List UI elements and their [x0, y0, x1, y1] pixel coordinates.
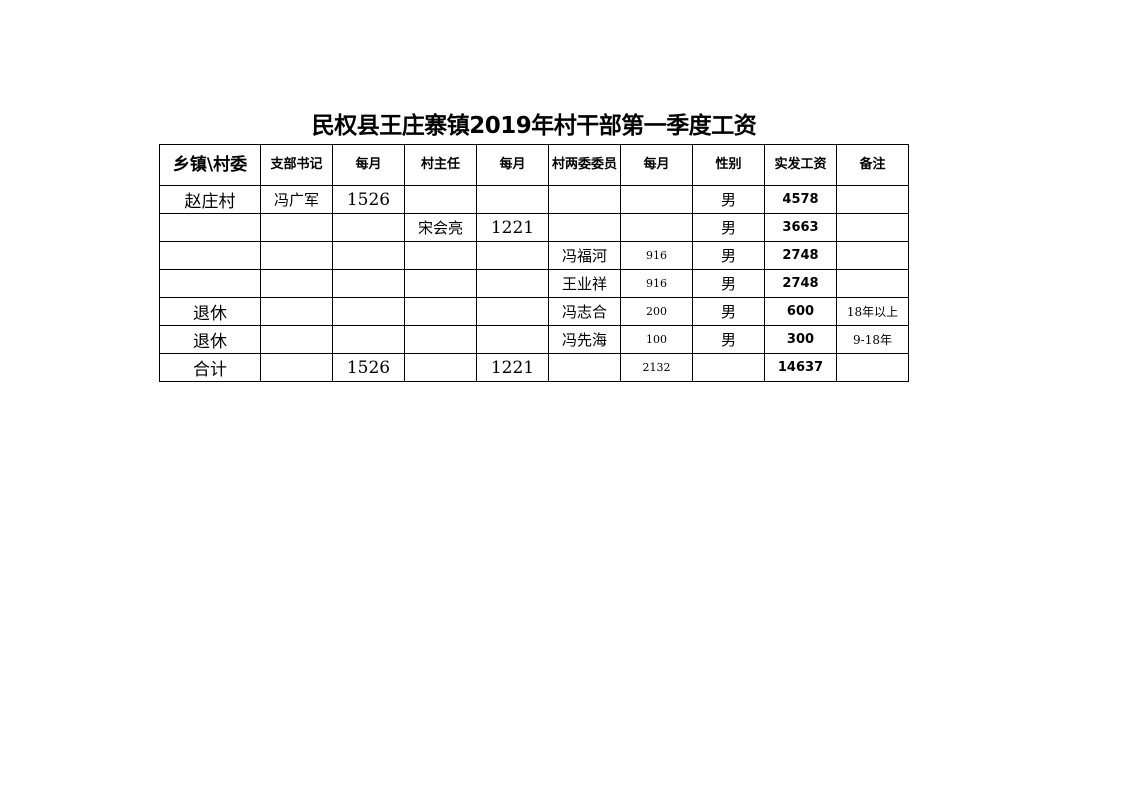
cell-secretary-monthly	[332, 269, 405, 298]
cell-gender: 男	[692, 269, 765, 298]
cell-member-monthly	[620, 213, 693, 242]
cell-net-salary: 14637	[764, 353, 837, 382]
cell-director-monthly	[476, 325, 549, 354]
cell-member-monthly: 100	[620, 325, 693, 354]
cell-gender: 男	[692, 325, 765, 354]
cell-village: 退休	[159, 325, 261, 354]
cell-secretary-monthly	[332, 241, 405, 270]
header-director-monthly: 每月	[476, 144, 549, 186]
cell-committee-member: 冯福河	[548, 241, 621, 270]
cell-village	[159, 269, 261, 298]
header-remarks: 备注	[836, 144, 909, 186]
cell-director-monthly: 1221	[476, 353, 549, 382]
header-secretary-monthly: 每月	[332, 144, 405, 186]
cell-gender: 男	[692, 241, 765, 270]
table-row: 宋会亮 1221 男 3663	[159, 213, 909, 242]
table-row: 冯福河 916 男 2748	[159, 241, 909, 270]
header-secretary: 支部书记	[260, 144, 333, 186]
cell-gender: 男	[692, 213, 765, 242]
table-row: 退休 冯志合 200 男 600 18年以上	[159, 297, 909, 326]
cell-net-salary: 300	[764, 325, 837, 354]
table-row: 王业祥 916 男 2748	[159, 269, 909, 298]
header-committee-member: 村两委委员	[548, 144, 621, 186]
salary-table: 乡镇\村委 支部书记 每月 村主任 每月 村两委委员 每月 性别 实发工资 备注 赵庄村 冯广军 152…	[159, 144, 909, 382]
cell-director-monthly: 1221	[476, 213, 549, 242]
cell-gender	[692, 353, 765, 382]
header-member-monthly: 每月	[620, 144, 693, 186]
cell-director	[404, 269, 477, 298]
cell-village: 赵庄村	[159, 185, 261, 214]
cell-member-monthly: 916	[620, 269, 693, 298]
cell-committee-member	[548, 353, 621, 382]
header-village: 乡镇\村委	[159, 144, 261, 186]
cell-director-monthly	[476, 241, 549, 270]
header-net-salary: 实发工资	[764, 144, 837, 186]
cell-director-monthly	[476, 297, 549, 326]
cell-secretary	[260, 353, 333, 382]
cell-remarks: 9-18年	[836, 325, 909, 354]
table-row: 合计 1526 1221 2132 14637	[159, 353, 909, 382]
cell-director	[404, 325, 477, 354]
cell-secretary	[260, 213, 333, 242]
cell-director-monthly	[476, 185, 549, 214]
cell-village: 合计	[159, 353, 261, 382]
cell-remarks: 18年以上	[836, 297, 909, 326]
cell-village: 退休	[159, 297, 261, 326]
header-gender: 性别	[692, 144, 765, 186]
cell-net-salary: 600	[764, 297, 837, 326]
cell-director	[404, 353, 477, 382]
cell-committee-member: 王业祥	[548, 269, 621, 298]
cell-member-monthly: 2132	[620, 353, 693, 382]
cell-committee-member: 冯志合	[548, 297, 621, 326]
cell-secretary-monthly: 1526	[332, 185, 405, 214]
cell-secretary-monthly: 1526	[332, 353, 405, 382]
table-row: 退休 冯先海 100 男 300 9-18年	[159, 325, 909, 354]
cell-secretary-monthly	[332, 213, 405, 242]
cell-remarks	[836, 185, 909, 214]
cell-director	[404, 297, 477, 326]
cell-remarks	[836, 353, 909, 382]
cell-director	[404, 185, 477, 214]
cell-secretary-monthly	[332, 297, 405, 326]
cell-director	[404, 241, 477, 270]
cell-gender: 男	[692, 185, 765, 214]
cell-net-salary: 4578	[764, 185, 837, 214]
cell-secretary	[260, 325, 333, 354]
cell-net-salary: 3663	[764, 213, 837, 242]
header-row: 乡镇\村委 支部书记 每月 村主任 每月 村两委委员 每月 性别 实发工资 备注	[159, 144, 909, 186]
header-director: 村主任	[404, 144, 477, 186]
cell-net-salary: 2748	[764, 269, 837, 298]
cell-village	[159, 241, 261, 270]
table-row: 赵庄村 冯广军 1526 男 4578	[159, 185, 909, 214]
cell-remarks	[836, 213, 909, 242]
cell-director-monthly	[476, 269, 549, 298]
cell-committee-member	[548, 213, 621, 242]
cell-net-salary: 2748	[764, 241, 837, 270]
cell-committee-member	[548, 185, 621, 214]
cell-committee-member: 冯先海	[548, 325, 621, 354]
cell-secretary: 冯广军	[260, 185, 333, 214]
cell-gender: 男	[692, 297, 765, 326]
cell-remarks	[836, 269, 909, 298]
cell-director: 宋会亮	[404, 213, 477, 242]
cell-remarks	[836, 241, 909, 270]
cell-member-monthly: 200	[620, 297, 693, 326]
page-title: 民权县王庄寨镇2019年村干部第一季度工资	[311, 113, 757, 139]
cell-secretary	[260, 241, 333, 270]
cell-member-monthly: 916	[620, 241, 693, 270]
cell-secretary	[260, 297, 333, 326]
cell-secretary-monthly	[332, 325, 405, 354]
cell-secretary	[260, 269, 333, 298]
cell-member-monthly	[620, 185, 693, 214]
cell-village	[159, 213, 261, 242]
